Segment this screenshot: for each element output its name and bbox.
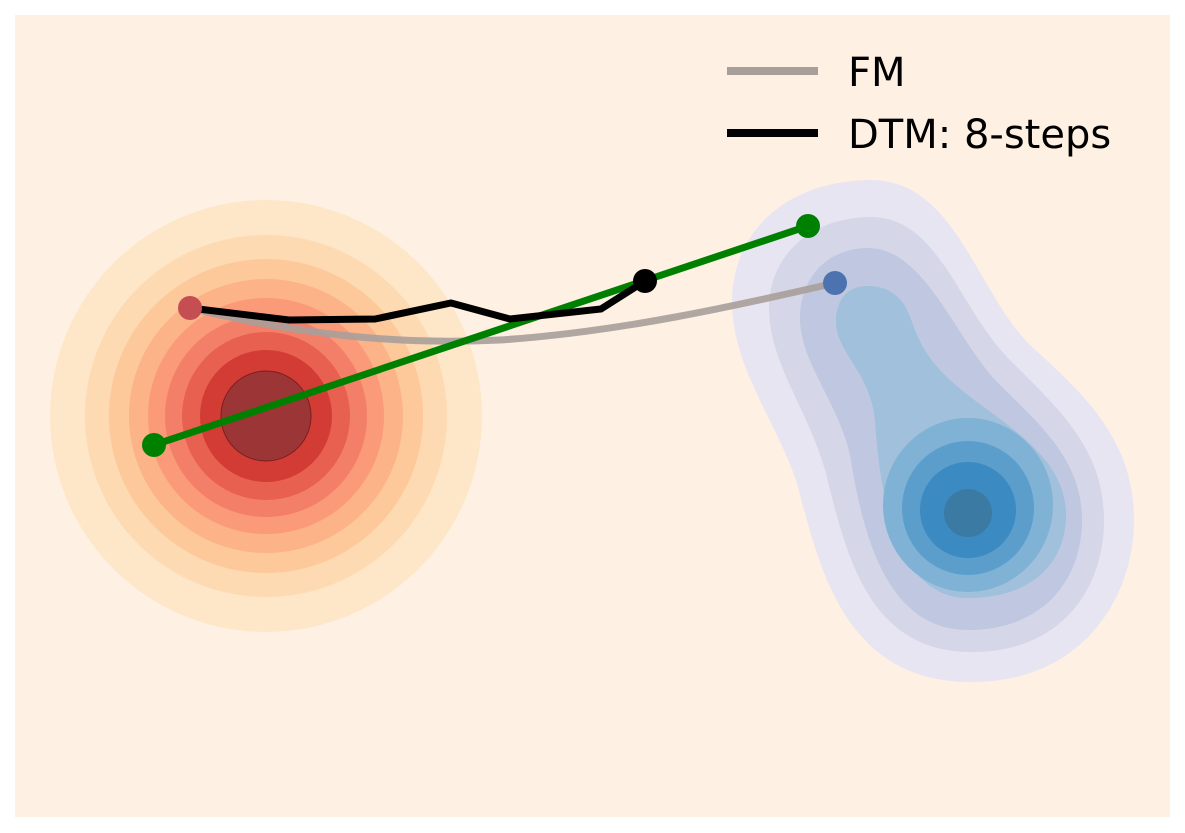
straight-path-end-point [796,214,820,238]
straight-path-start-point [142,433,166,457]
source-point [178,296,202,320]
fm-trajectory [186,279,839,345]
legend: FM DTM: 8-steps [727,50,1111,158]
target-density-contours [732,179,1134,683]
dtm-end-point [633,269,657,293]
source-density-contours [50,200,482,632]
source-contour-core [220,370,312,462]
legend-fm-label: FM [848,50,906,96]
dtm-trajectory [186,277,649,324]
straight-path-line [150,222,812,449]
legend-dtm-label: DTM: 8-steps [848,112,1111,158]
target-contour-core [944,489,992,537]
target-point [823,271,847,295]
